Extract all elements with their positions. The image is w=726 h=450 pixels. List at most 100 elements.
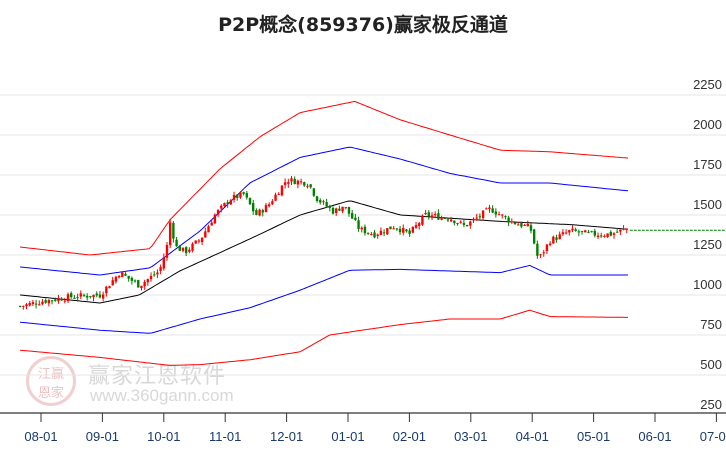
candle-down (507, 217, 510, 223)
candle-up (360, 227, 363, 230)
candle-up (322, 201, 325, 203)
candle-down (395, 228, 399, 230)
candle-up (22, 305, 25, 307)
candle-up (414, 225, 418, 228)
candle-down (580, 231, 584, 233)
candle-down (248, 197, 252, 205)
candle-down (178, 246, 181, 251)
candle-up (194, 240, 197, 244)
candle-up (140, 285, 143, 289)
candle-up (232, 194, 236, 200)
candle-up (216, 210, 220, 215)
candle-up (274, 194, 277, 201)
x-tick-label: 03-01 (454, 429, 487, 444)
candle-up (290, 178, 293, 182)
candle-down (453, 220, 456, 224)
candle-down (60, 298, 63, 301)
y-tick-label: 750 (700, 317, 722, 332)
y-tick-label: 2000 (693, 117, 722, 132)
candle-down (133, 280, 137, 282)
candle-up (287, 182, 290, 184)
candle-up (379, 230, 383, 235)
x-tick-label: 09-01 (86, 429, 119, 444)
candle-up (552, 236, 555, 244)
candle-down (494, 211, 498, 215)
y-tick-label: 250 (700, 397, 722, 412)
candle-up (204, 231, 207, 238)
candle-up (472, 218, 475, 221)
candle-down (577, 231, 581, 233)
candle-up (449, 219, 453, 222)
candle-down (54, 299, 57, 301)
candle-up (469, 221, 472, 226)
candle-up (411, 227, 415, 233)
candle-up (440, 217, 443, 220)
candle-up (143, 281, 146, 287)
candle-down (242, 192, 245, 194)
candle-down (600, 235, 603, 237)
candle-down (325, 202, 328, 207)
candle-up (584, 230, 587, 233)
candle-up (264, 205, 268, 213)
candle-up (370, 233, 373, 235)
candle-up (526, 223, 529, 227)
candle-up (271, 201, 274, 205)
series-upper-outer (20, 100, 629, 256)
candle-up (603, 235, 606, 237)
x-tick-label: 06-01 (638, 429, 671, 444)
candle-down (293, 178, 296, 185)
candle-up (548, 243, 552, 246)
x-tick-label: 04-01 (516, 429, 549, 444)
candle-down (347, 206, 351, 214)
candle-up (63, 300, 67, 302)
candle-down (245, 193, 249, 198)
candle-down (590, 231, 593, 233)
candle-up (564, 232, 568, 234)
candle-up (229, 200, 233, 205)
candle-up (267, 204, 271, 207)
y-tick-label: 500 (700, 357, 722, 372)
candle-up (561, 232, 565, 235)
candle-down (18, 306, 22, 308)
candle-down (95, 293, 98, 296)
y-tick-label: 1500 (693, 197, 722, 212)
candle-up (105, 286, 108, 294)
candle-up (341, 206, 344, 212)
y-tick-label: 2250 (693, 77, 722, 92)
candle-down (328, 206, 332, 208)
x-tick-label: 10-01 (147, 429, 180, 444)
candle-down (309, 184, 312, 188)
candle-up (47, 299, 51, 304)
x-tick-label: 11-01 (209, 429, 241, 444)
candle-up (402, 227, 405, 233)
candle-up (424, 212, 427, 215)
candle-down (587, 231, 590, 233)
series-lower-outer (20, 309, 628, 366)
candle-up (280, 185, 284, 196)
candle-up (149, 275, 153, 280)
candle-up (625, 228, 628, 230)
candle-up (66, 294, 70, 302)
candle-up (386, 228, 389, 235)
candle-down (127, 275, 130, 279)
candle-up (223, 202, 226, 207)
candle-up (114, 276, 118, 282)
candle-up (258, 209, 261, 216)
candle-up (220, 205, 223, 209)
candle-up (510, 221, 514, 223)
series-upper-inner (20, 146, 629, 276)
chart-title: P2P概念(859376)赢家极反通道 (218, 14, 508, 36)
candle-up (207, 226, 210, 233)
candle-up (485, 208, 488, 210)
candle-down (373, 232, 376, 238)
candle-up (200, 237, 204, 243)
candle-down (236, 194, 239, 198)
candle-up (25, 304, 28, 307)
candle-down (226, 202, 229, 204)
candle-up (596, 235, 600, 237)
candle-up (306, 185, 309, 187)
y-tick-label: 1250 (693, 237, 722, 252)
candle-down (350, 213, 354, 219)
candle-up (283, 182, 287, 185)
